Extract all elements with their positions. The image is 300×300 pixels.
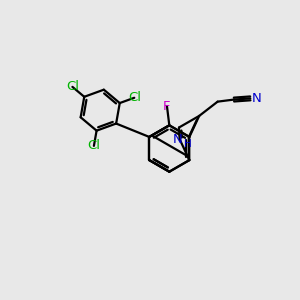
Text: F: F (163, 100, 171, 112)
Text: Cl: Cl (128, 91, 141, 104)
Text: Cl: Cl (66, 80, 79, 93)
Text: Cl: Cl (87, 140, 101, 152)
Text: N: N (252, 92, 262, 105)
Text: H: H (184, 139, 192, 148)
Text: N: N (173, 133, 183, 146)
